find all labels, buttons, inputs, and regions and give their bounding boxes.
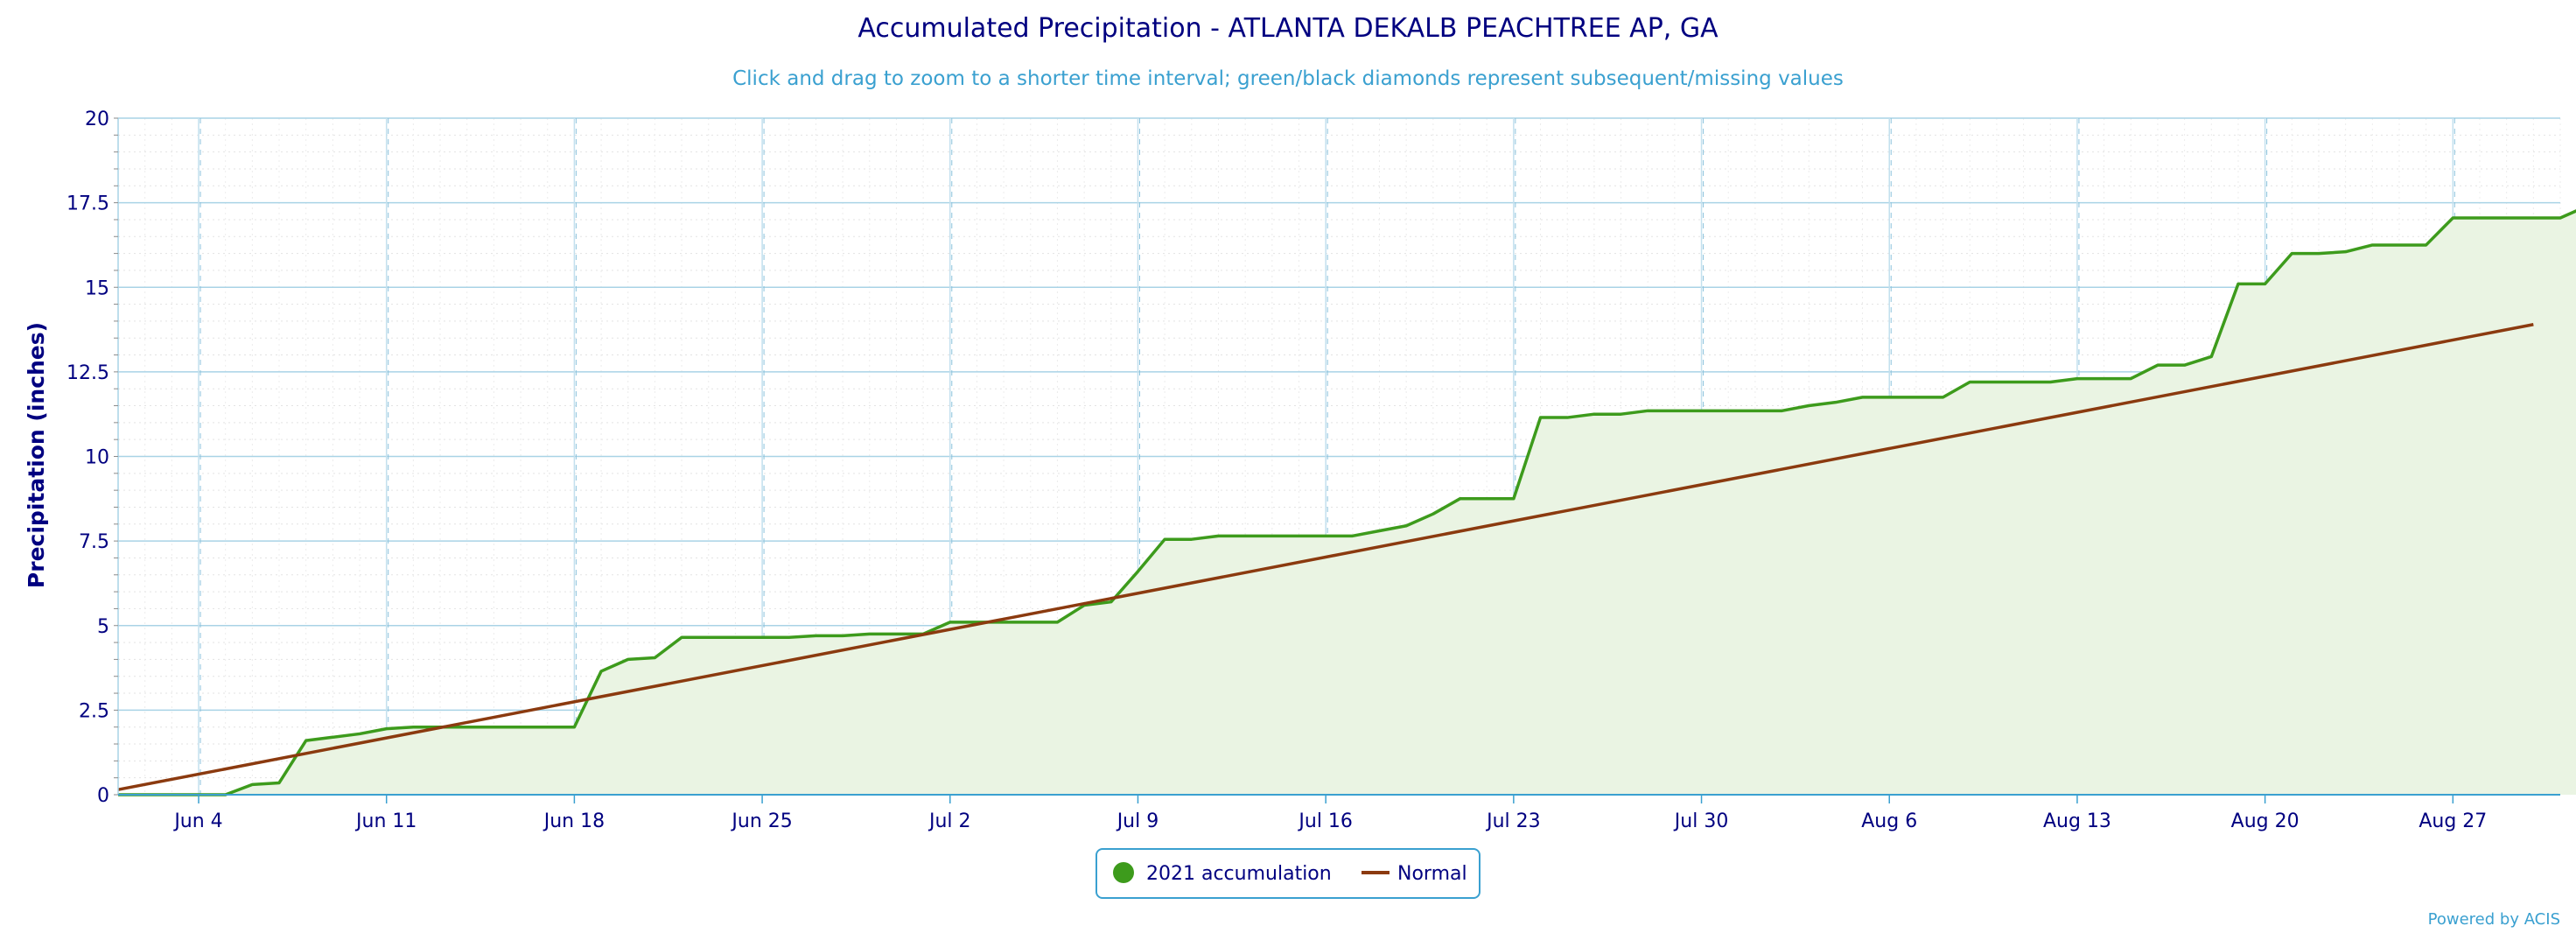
x-tick-label: Jul 30	[1673, 810, 1729, 832]
y-tick-label: 5	[97, 616, 109, 638]
legend-label-normal: Normal	[1397, 863, 1467, 885]
x-tick-label: Jun 4	[172, 810, 222, 832]
series-lines	[117, 184, 2576, 796]
y-tick-label: 0	[97, 785, 109, 807]
series-line-normal[interactable]	[117, 323, 2534, 791]
x-tick-label: Jun 18	[542, 810, 605, 832]
accumulation-area	[118, 211, 2576, 795]
x-tick-label: Jun 11	[354, 810, 416, 832]
x-tick-label: Jul 16	[1297, 810, 1353, 832]
legend-marker-circle-icon	[1113, 862, 1134, 883]
y-axis-ticks: 0 2.5 5 7.5 10 12.5 15 17.5 20	[66, 109, 109, 807]
y-tick-label: 7.5	[79, 531, 109, 553]
x-tick-label: Aug 6	[1861, 810, 1917, 832]
x-tick-label: Jul 23	[1485, 810, 1541, 832]
x-tick-label: Jul 2	[928, 810, 971, 832]
legend-item-2021-accumulation[interactable]: 2021 accumulation	[1113, 862, 1332, 885]
x-tick-label: Aug 20	[2231, 810, 2300, 832]
legend-label-2021-accumulation: 2021 accumulation	[1146, 863, 1332, 885]
y-tick-label: 2.5	[79, 700, 109, 722]
legend-item-normal[interactable]: Normal	[1362, 863, 1467, 885]
x-tick-label: Aug 13	[2043, 810, 2111, 832]
y-tick-label: 12.5	[66, 362, 109, 384]
y-tick-label: 15	[85, 277, 109, 299]
legend[interactable]: 2021 accumulation Normal	[1096, 848, 1480, 899]
x-axis-ticks: Jun 4 Jun 11 Jun 18 Jun 25 Jul 2 Jul 9 Jul 16 J…	[172, 795, 2487, 832]
powered-by-credit[interactable]: Powered by ACIS	[2428, 910, 2560, 929]
y-tick-label: 17.5	[66, 193, 109, 215]
accumulation-fill-area	[118, 211, 2576, 795]
axes	[114, 117, 2560, 796]
x-tick-label: Aug 27	[2418, 810, 2487, 832]
x-tick-label: Jul 9	[1116, 810, 1159, 832]
chart-subtitle: Click and drag to zoom to a shorter time…	[732, 67, 1844, 90]
y-tick-label: 20	[85, 109, 109, 130]
legend-box	[1096, 848, 1480, 899]
y-axis-label: Precipitation (inches)	[24, 322, 49, 588]
y-tick-label: 10	[85, 447, 109, 469]
chart-title: Accumulated Precipitation - ATLANTA DEKA…	[858, 13, 1718, 44]
x-tick-label: Jun 25	[730, 810, 792, 832]
series-line-2021-accumulation[interactable]	[118, 184, 2576, 796]
